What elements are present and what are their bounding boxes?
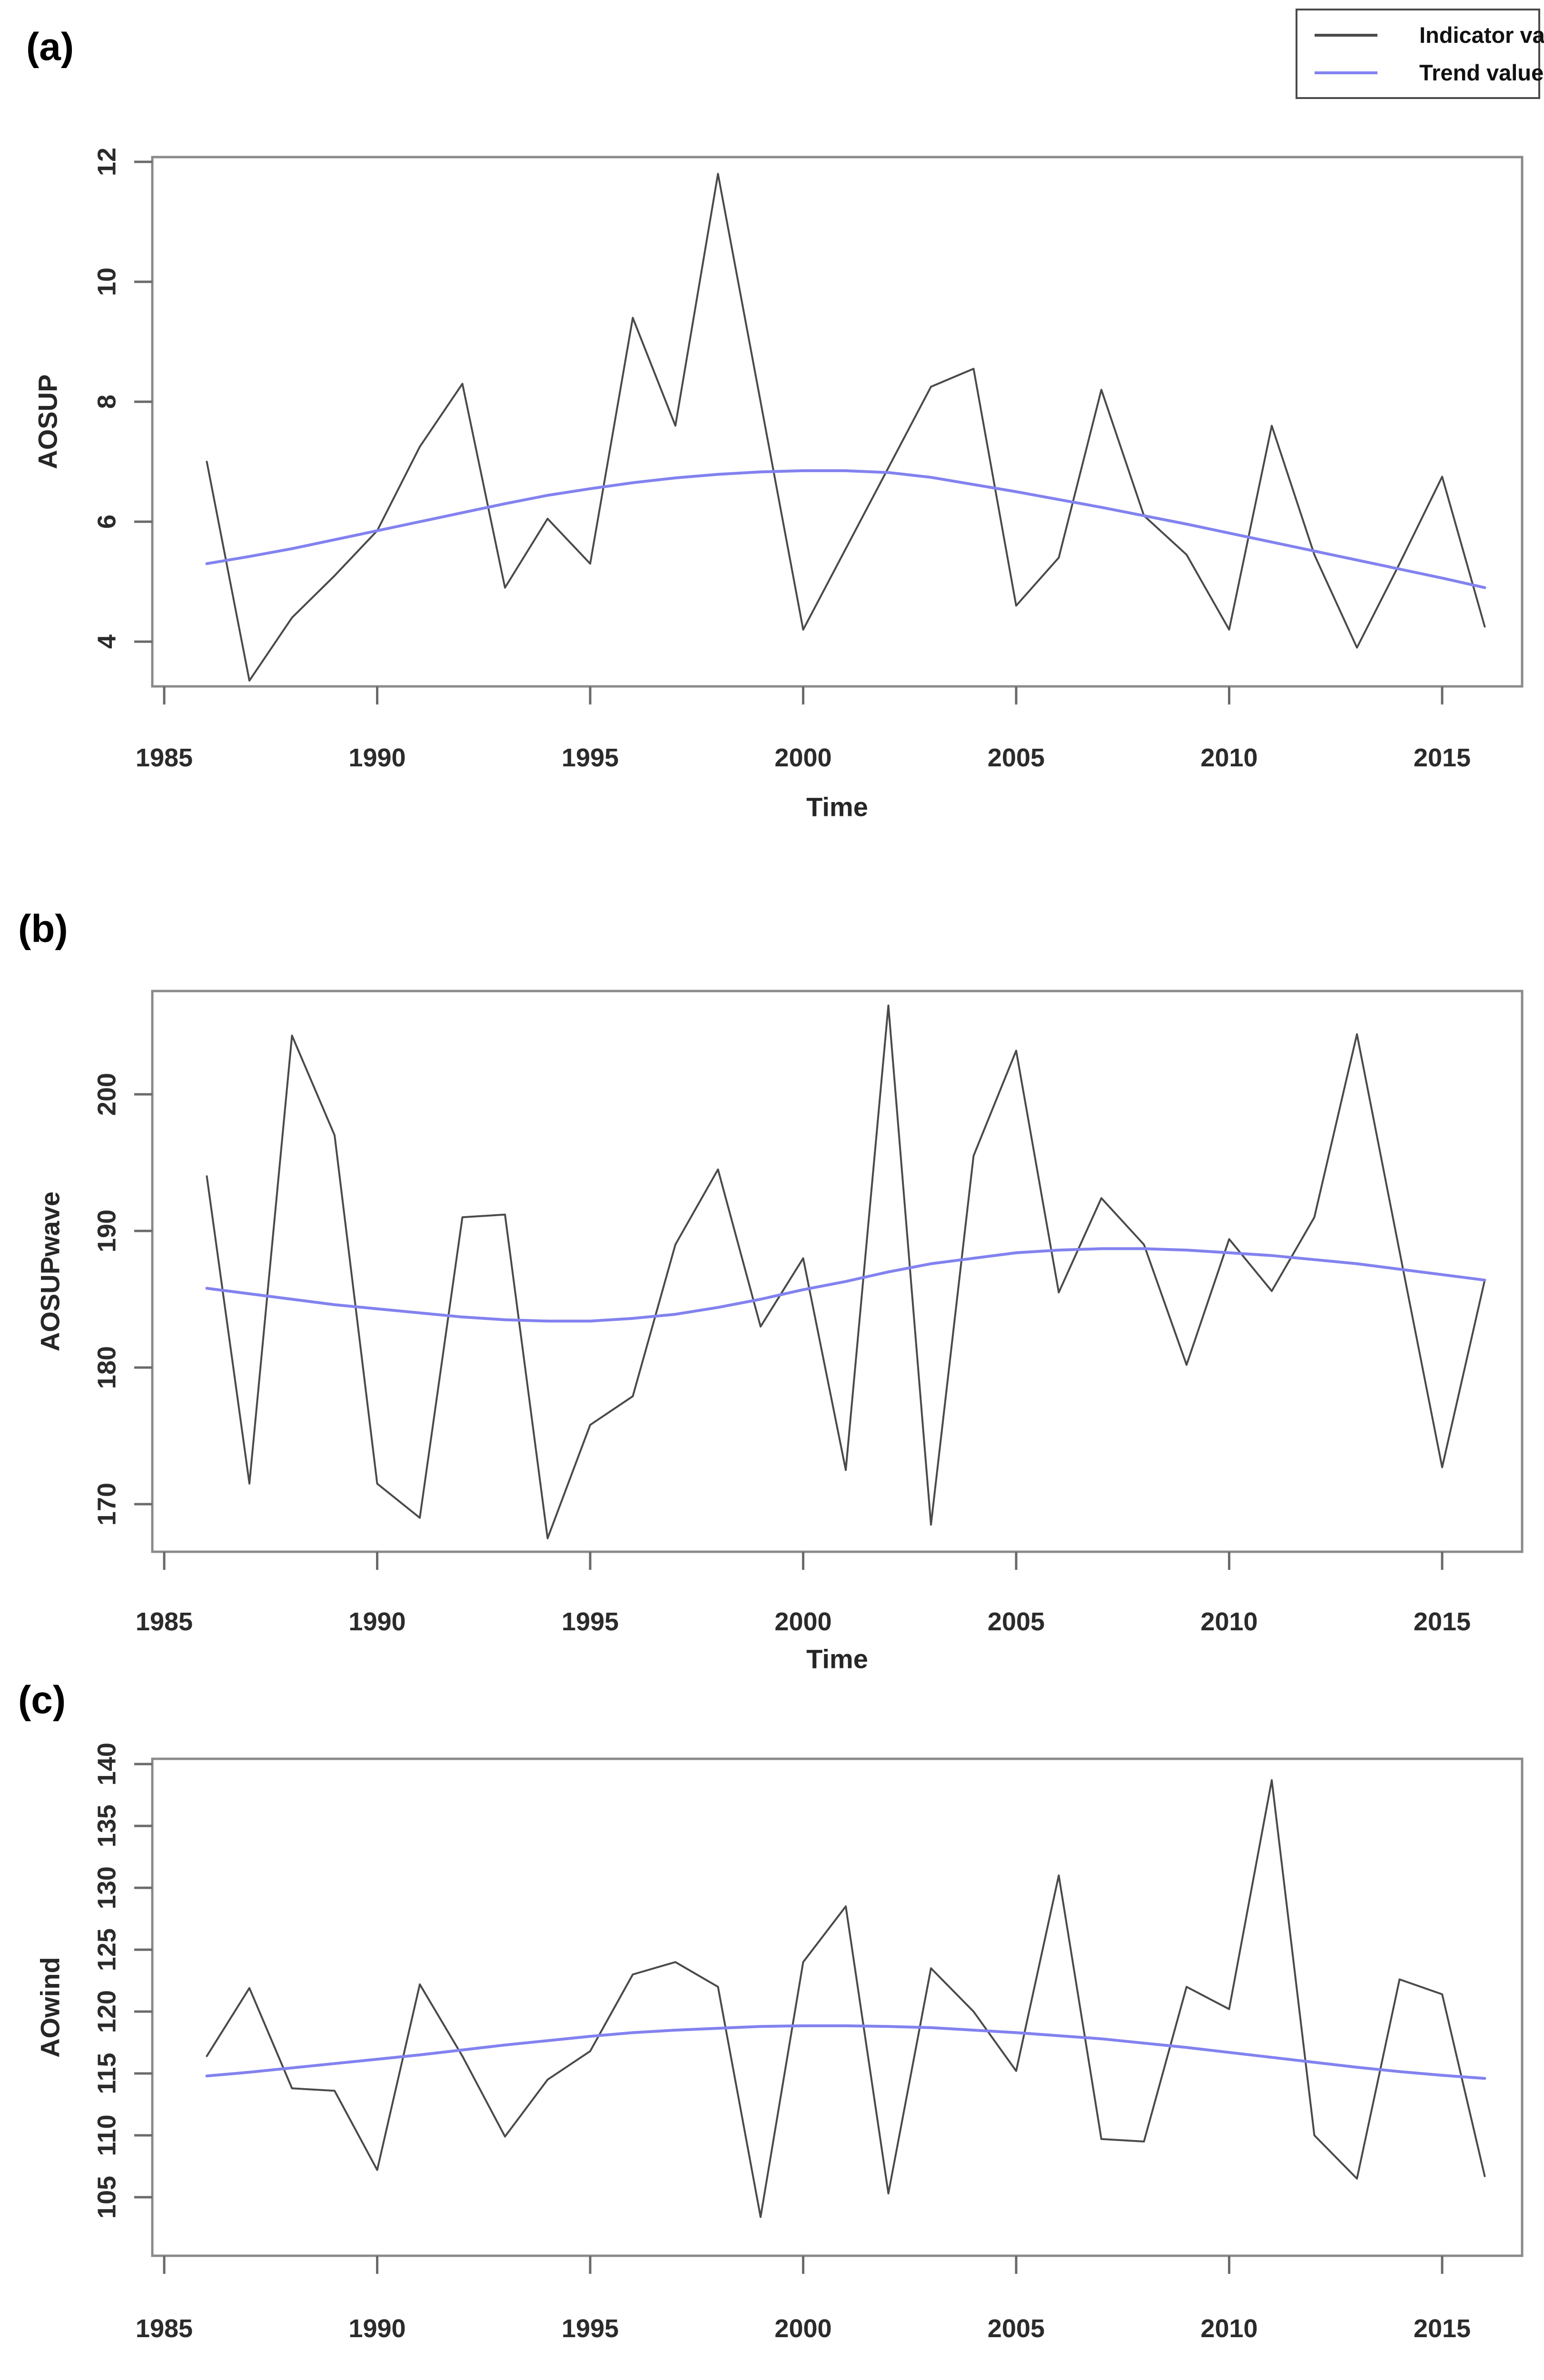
x-axis-title-a: Time	[806, 792, 868, 822]
y-tick-label: 4	[92, 635, 121, 649]
y-tick-label: 10	[92, 268, 121, 296]
legend: Indicator value Trend value	[1296, 9, 1544, 99]
trend-line-swatch	[1315, 71, 1377, 74]
indicator-line-c	[206, 1779, 1486, 2218]
x-tick-label: 2010	[1200, 1607, 1257, 1636]
legend-label: Trend value	[1419, 60, 1544, 85]
legend-label: Indicator value	[1419, 22, 1544, 48]
panel-label-b: (b)	[18, 907, 68, 951]
x-tick-label: 1995	[562, 744, 619, 772]
x-tick-label: 1985	[136, 744, 193, 772]
x-tick-label: 1985	[136, 1607, 193, 1636]
y-tick-label: 135	[92, 1805, 121, 1847]
y-tick-label: 8	[92, 395, 121, 409]
x-tick-label: 1990	[348, 2314, 406, 2343]
x-tick-label: 2000	[774, 2314, 831, 2343]
trend-line-b	[205, 1247, 1486, 1323]
x-tick-label: 2015	[1414, 744, 1471, 772]
plot-box-a	[151, 156, 1524, 688]
y-tick-label: 6	[92, 515, 121, 529]
x-tick-label: 2005	[988, 1607, 1045, 1636]
y-tick-label: 105	[92, 2176, 121, 2219]
x-tick-label: 1990	[348, 744, 406, 772]
x-axis-title-b: Time	[806, 1644, 868, 1674]
y-tick-label: 180	[92, 1346, 121, 1389]
y-tick-label: 125	[92, 1928, 121, 1971]
x-tick-label: 2000	[774, 744, 831, 772]
plot-box-c	[151, 1757, 1524, 2257]
x-tick-label: 1995	[562, 1607, 619, 1636]
y-tick-label: 130	[92, 1866, 121, 1909]
panel-label-c: (c)	[18, 1678, 66, 1722]
trend-line-c	[205, 2024, 1486, 2080]
y-axis-title-a: AOSUP	[32, 374, 63, 469]
legend-item-indicator: Indicator value	[1297, 22, 1544, 48]
plot-box-b	[151, 990, 1524, 1553]
x-tick-label: 2005	[988, 2314, 1045, 2343]
y-tick-label: 170	[92, 1483, 121, 1526]
panel-label-a: (a)	[26, 25, 74, 69]
x-tick-label: 1985	[136, 2314, 193, 2343]
x-tick-label: 2010	[1200, 2314, 1257, 2343]
y-axis-title-b: AOSUPwave	[35, 1191, 65, 1352]
x-tick-label: 2015	[1414, 1607, 1471, 1636]
trend-line-a	[205, 469, 1486, 589]
y-axis-title-c: AOwind	[35, 1957, 65, 2058]
x-tick-label: 1990	[348, 1607, 406, 1636]
indicator-line-swatch	[1315, 33, 1377, 37]
x-tick-label: 1995	[562, 2314, 619, 2343]
x-tick-label: 2005	[988, 744, 1045, 772]
y-tick-label: 115	[92, 2053, 121, 2094]
y-tick-label: 140	[92, 1743, 121, 1785]
x-tick-label: 2015	[1414, 2314, 1471, 2343]
x-tick-label: 2010	[1200, 744, 1257, 772]
y-tick-label: 12	[92, 148, 121, 176]
y-tick-label: 190	[92, 1210, 121, 1252]
indicator-line-a	[206, 173, 1486, 682]
indicator-line-b	[206, 1004, 1486, 1539]
y-tick-label: 200	[92, 1073, 121, 1116]
x-tick-label: 2000	[774, 1607, 831, 1636]
y-tick-label: 110	[92, 2114, 121, 2156]
legend-item-trend: Trend value	[1297, 60, 1544, 86]
y-tick-label: 120	[92, 1990, 121, 2033]
